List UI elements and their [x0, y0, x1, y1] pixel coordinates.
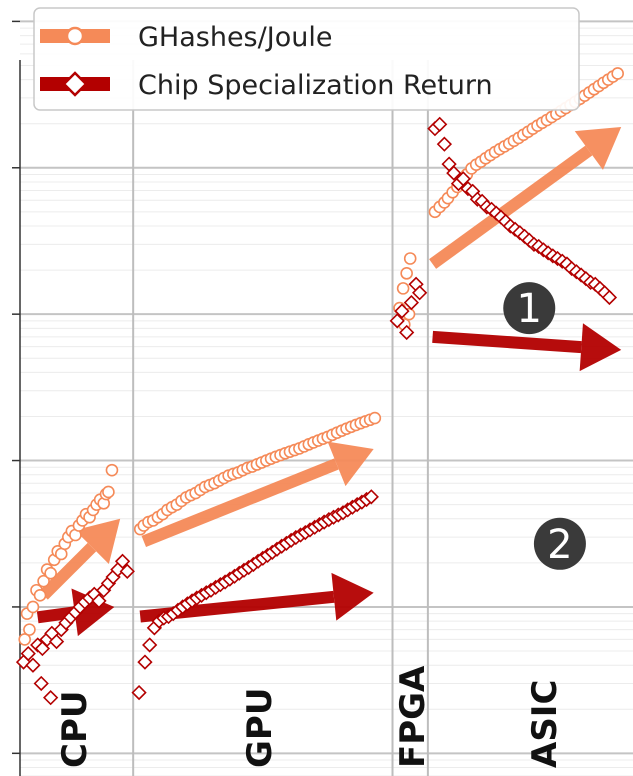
point-ghashes [26, 600, 40, 614]
point-chip-return [114, 553, 131, 569]
annotation-label-2: 2 [547, 522, 572, 568]
point-ghashes [368, 411, 382, 425]
point-chip-return [432, 116, 448, 132]
trend-arrow-head [74, 518, 121, 565]
point-ghashes [396, 282, 410, 295]
point-ghashes [611, 67, 624, 80]
point-chip-return [363, 489, 379, 505]
point-chip-return [43, 690, 59, 706]
region-label-asic: ASIC [525, 680, 565, 768]
point-chip-return [399, 324, 415, 341]
grid-lines [12, 20, 633, 776]
point-chip-return [131, 684, 147, 701]
point-chip-return [411, 285, 428, 301]
point-chip-return [394, 303, 410, 319]
legend-marker-circle [65, 26, 85, 46]
region-label-cpu: CPU [55, 691, 95, 768]
trend-arrow-shaft [141, 458, 339, 548]
trend-arrow-shaft [429, 145, 593, 269]
legend-marker-diamond [62, 71, 88, 97]
point-ghashes [400, 267, 413, 280]
point-chip-return [389, 313, 405, 329]
annotation-label-1: 1 [517, 286, 542, 332]
region-label-fpga: FPGA [393, 665, 433, 768]
point-chip-return [48, 633, 65, 650]
legend: GHashes/Joule Chip Specialization Return [33, 7, 580, 111]
point-chip-return [20, 645, 36, 662]
point-ghashes [44, 566, 57, 580]
point-chip-return [119, 563, 135, 579]
point-chip-return [142, 637, 158, 653]
point-ghashes [37, 574, 50, 588]
legend-label-chip: Chip Specialization Return [138, 70, 493, 101]
point-chip-return [455, 171, 471, 187]
trend-arrow-head [327, 441, 374, 487]
point-chip-return [137, 654, 153, 670]
point-ghashes [102, 485, 115, 499]
point-ghashes [403, 252, 417, 265]
point-chip-return [601, 289, 618, 306]
point-chip-return [446, 165, 462, 181]
annotation-badge-2 [533, 517, 586, 570]
point-ghashes [54, 547, 68, 561]
trend-arrow-shaft [432, 330, 582, 354]
trend-arrow-head [574, 126, 622, 170]
point-chip-return [25, 657, 41, 673]
point-ghashes [33, 589, 47, 602]
annotations: 12 [503, 282, 586, 570]
point-ghashes [18, 633, 32, 646]
annotation-badge-1 [503, 282, 556, 335]
trend-arrow-head [331, 572, 374, 621]
region-labels: CPU GPU FPGA ASIC [55, 665, 565, 768]
point-ghashes [23, 623, 36, 636]
point-chip-return [33, 675, 49, 692]
trend-arrow-shaft [39, 542, 97, 600]
trend-arrow-head [579, 323, 622, 372]
point-chip-return [91, 593, 107, 609]
point-chip-return [436, 136, 453, 152]
region-label-gpu: GPU [240, 688, 280, 768]
point-chip-return [403, 294, 420, 311]
legend-box [33, 7, 580, 111]
trend-arrows [36, 126, 622, 637]
point-ghashes [105, 463, 119, 477]
legend-label-ghashes: GHashes/Joule [138, 22, 332, 53]
